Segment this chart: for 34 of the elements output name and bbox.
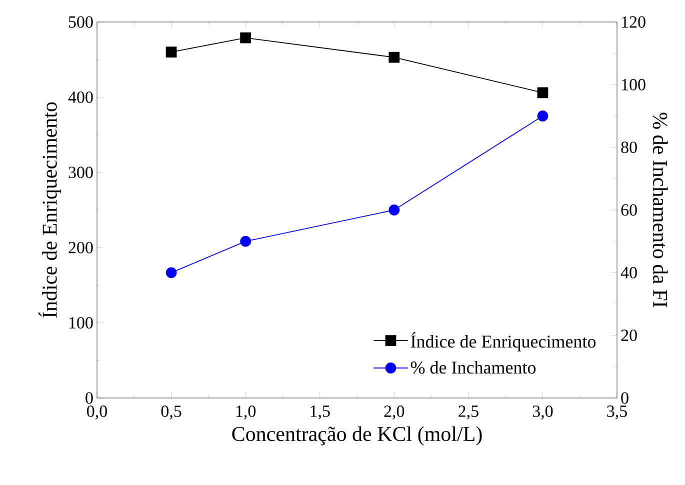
x-tick-label: 1,0	[236, 406, 256, 420]
x-axis-title: Concentração de KCl (mol/L)	[232, 426, 482, 446]
y-tick-label: 100	[69, 317, 93, 329]
point	[166, 46, 177, 58]
y-tick-label: 400	[68, 91, 93, 103]
y2-tick-label: 40	[620, 266, 637, 278]
point	[240, 236, 252, 247]
point	[166, 267, 177, 278]
x-tick-label: 3,5	[607, 406, 627, 420]
y2-tick-label: 0	[621, 392, 628, 404]
point	[537, 110, 548, 122]
point	[388, 204, 400, 216]
x-tick-label: 0,5	[161, 406, 182, 420]
y-tick-label: 500	[68, 16, 93, 28]
x-tick-label: 1,5	[310, 406, 330, 420]
y-axis-title: Índice de Enriquecimento	[38, 102, 62, 318]
y-tick-label: 300	[68, 166, 93, 178]
y2-tick-label: 120	[622, 16, 646, 28]
x-tick-label: 2,5	[458, 406, 478, 420]
y2-axis-title: % de Inchamento da FI	[652, 112, 668, 308]
point	[537, 87, 548, 98]
y2-tick-label: 80	[621, 142, 637, 154]
x-tick-label: 2,0	[384, 406, 404, 420]
y-tick-label: 200	[68, 242, 93, 254]
legend-label: % de Inchamento	[410, 361, 536, 374]
x-tick-label: 3,0	[532, 406, 553, 420]
y-tick-label: 0	[86, 392, 93, 404]
y2-tick-label: 20	[621, 330, 637, 342]
x-tick-label: 0,0	[87, 406, 107, 420]
y2-tick-label: 60	[621, 204, 637, 216]
legend-label: Índice de Enriquecimento	[410, 332, 596, 352]
point	[240, 32, 252, 44]
y2-tick-label: 100	[622, 78, 646, 90]
point	[388, 52, 400, 63]
